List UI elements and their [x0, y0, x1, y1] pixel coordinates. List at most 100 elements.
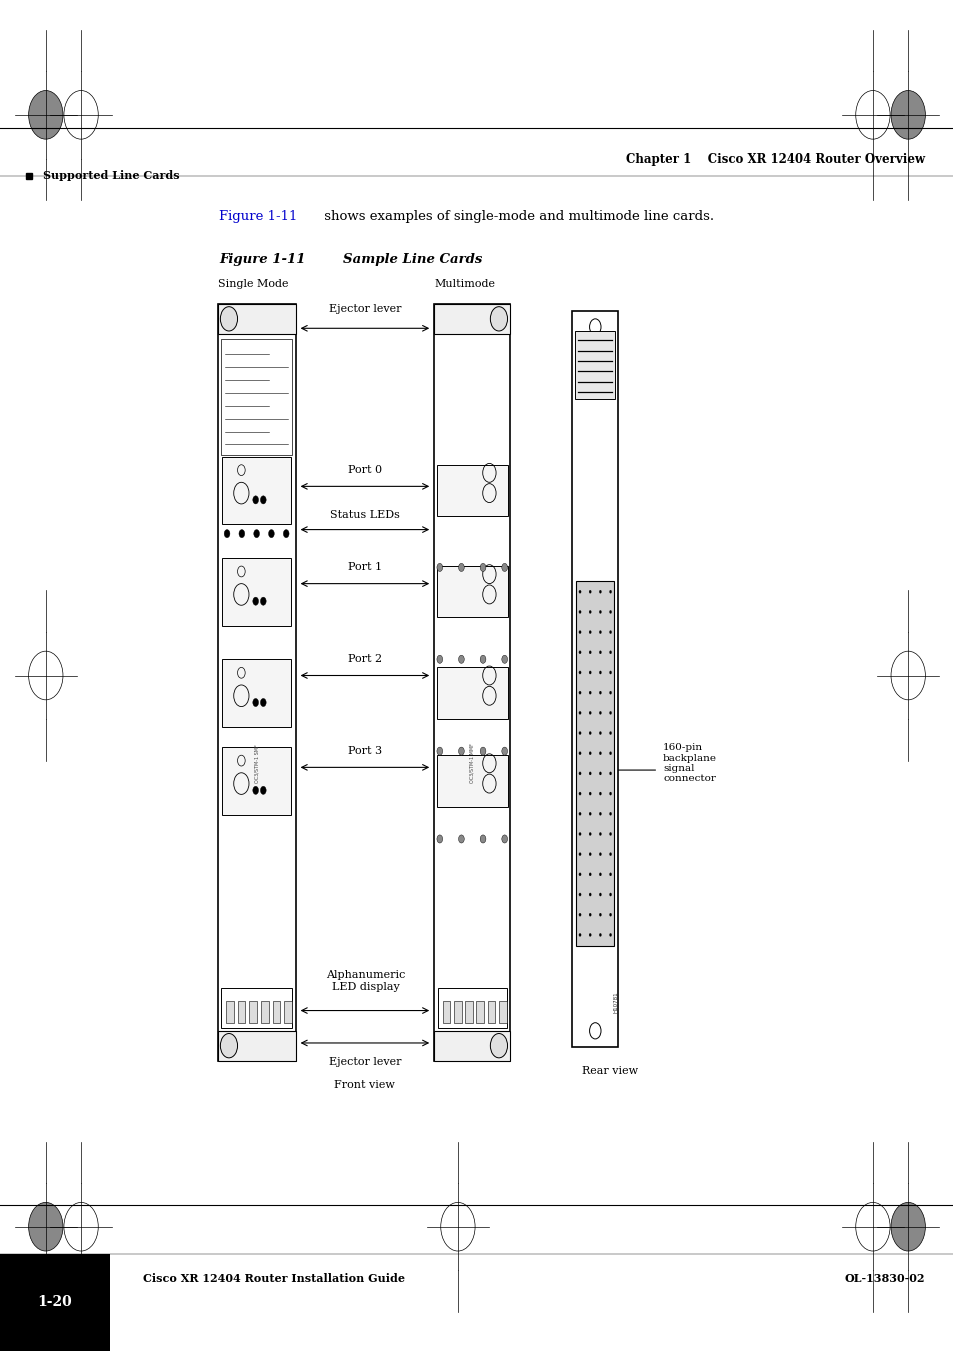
Circle shape: [598, 751, 601, 755]
Circle shape: [609, 812, 611, 816]
Circle shape: [253, 786, 258, 794]
Circle shape: [260, 597, 266, 605]
Text: OL-13830-02: OL-13830-02: [844, 1273, 924, 1283]
Circle shape: [598, 873, 601, 875]
Circle shape: [479, 835, 485, 843]
Bar: [217, 304, 295, 334]
Circle shape: [609, 852, 611, 855]
Circle shape: [588, 631, 591, 634]
Text: Sample Line Cards: Sample Line Cards: [343, 253, 482, 266]
Circle shape: [479, 747, 485, 755]
Circle shape: [578, 893, 580, 896]
Circle shape: [598, 852, 601, 855]
Circle shape: [253, 496, 258, 504]
Bar: [437, 988, 506, 1028]
Circle shape: [598, 631, 601, 634]
Circle shape: [253, 597, 258, 605]
Bar: [222, 457, 291, 524]
Circle shape: [588, 792, 591, 796]
Circle shape: [588, 692, 591, 694]
Circle shape: [578, 832, 580, 835]
Text: Rear view: Rear view: [581, 1066, 637, 1077]
Circle shape: [890, 1202, 924, 1251]
Circle shape: [501, 747, 507, 755]
Bar: [434, 304, 510, 1061]
Bar: [261, 1001, 269, 1023]
Circle shape: [609, 692, 611, 694]
Text: OC3/STM-1 MMF: OC3/STM-1 MMF: [469, 743, 475, 784]
Circle shape: [588, 611, 591, 613]
Bar: [221, 339, 292, 455]
Circle shape: [268, 530, 274, 538]
Bar: [436, 755, 507, 807]
Circle shape: [588, 651, 591, 654]
Bar: [487, 1001, 495, 1023]
Circle shape: [436, 655, 442, 663]
Bar: [476, 1001, 483, 1023]
Circle shape: [588, 771, 591, 775]
Bar: [576, 581, 614, 946]
Bar: [436, 667, 507, 719]
Circle shape: [588, 671, 591, 674]
Bar: [284, 1001, 292, 1023]
Circle shape: [458, 835, 464, 843]
Bar: [434, 1031, 510, 1061]
Circle shape: [588, 893, 591, 896]
Circle shape: [609, 711, 611, 715]
Circle shape: [598, 731, 601, 735]
Bar: [465, 1001, 473, 1023]
Circle shape: [578, 611, 580, 613]
Text: Port 1: Port 1: [348, 562, 382, 573]
Circle shape: [436, 563, 442, 571]
Text: Alphanumeric
LED display: Alphanumeric LED display: [325, 970, 405, 992]
Circle shape: [458, 747, 464, 755]
Circle shape: [588, 873, 591, 875]
Circle shape: [588, 711, 591, 715]
Circle shape: [609, 873, 611, 875]
Circle shape: [260, 786, 266, 794]
Text: Port 0: Port 0: [348, 465, 382, 476]
Circle shape: [253, 698, 258, 707]
Circle shape: [598, 792, 601, 796]
Circle shape: [609, 671, 611, 674]
Circle shape: [588, 751, 591, 755]
Circle shape: [238, 530, 244, 538]
Text: Port 2: Port 2: [348, 654, 382, 665]
Text: Front view: Front view: [334, 1079, 394, 1090]
Circle shape: [598, 590, 601, 593]
Text: Cisco XR 12404 Router Installation Guide: Cisco XR 12404 Router Installation Guide: [143, 1273, 405, 1283]
Bar: [436, 566, 507, 617]
Circle shape: [253, 530, 259, 538]
Circle shape: [578, 812, 580, 816]
Circle shape: [598, 913, 601, 916]
Circle shape: [609, 590, 611, 593]
Circle shape: [609, 611, 611, 613]
Circle shape: [588, 590, 591, 593]
Circle shape: [609, 792, 611, 796]
Circle shape: [224, 530, 230, 538]
Bar: [434, 304, 510, 334]
Circle shape: [588, 832, 591, 835]
Circle shape: [260, 698, 266, 707]
Bar: [572, 311, 618, 1047]
Circle shape: [260, 496, 266, 504]
Circle shape: [609, 934, 611, 936]
Circle shape: [598, 671, 601, 674]
Circle shape: [479, 563, 485, 571]
Circle shape: [609, 651, 611, 654]
Bar: [222, 659, 291, 727]
Bar: [217, 304, 295, 1061]
Bar: [249, 1001, 256, 1023]
Circle shape: [598, 611, 601, 613]
Circle shape: [578, 711, 580, 715]
Text: OC3/STM-1 SMF: OC3/STM-1 SMF: [253, 744, 259, 782]
Circle shape: [598, 651, 601, 654]
Circle shape: [598, 692, 601, 694]
Circle shape: [609, 893, 611, 896]
Text: Chapter 1    Cisco XR 12404 Router Overview: Chapter 1 Cisco XR 12404 Router Overview: [625, 153, 924, 166]
Bar: [0, 1254, 110, 1351]
Circle shape: [436, 747, 442, 755]
Circle shape: [578, 671, 580, 674]
Circle shape: [501, 835, 507, 843]
Circle shape: [598, 812, 601, 816]
